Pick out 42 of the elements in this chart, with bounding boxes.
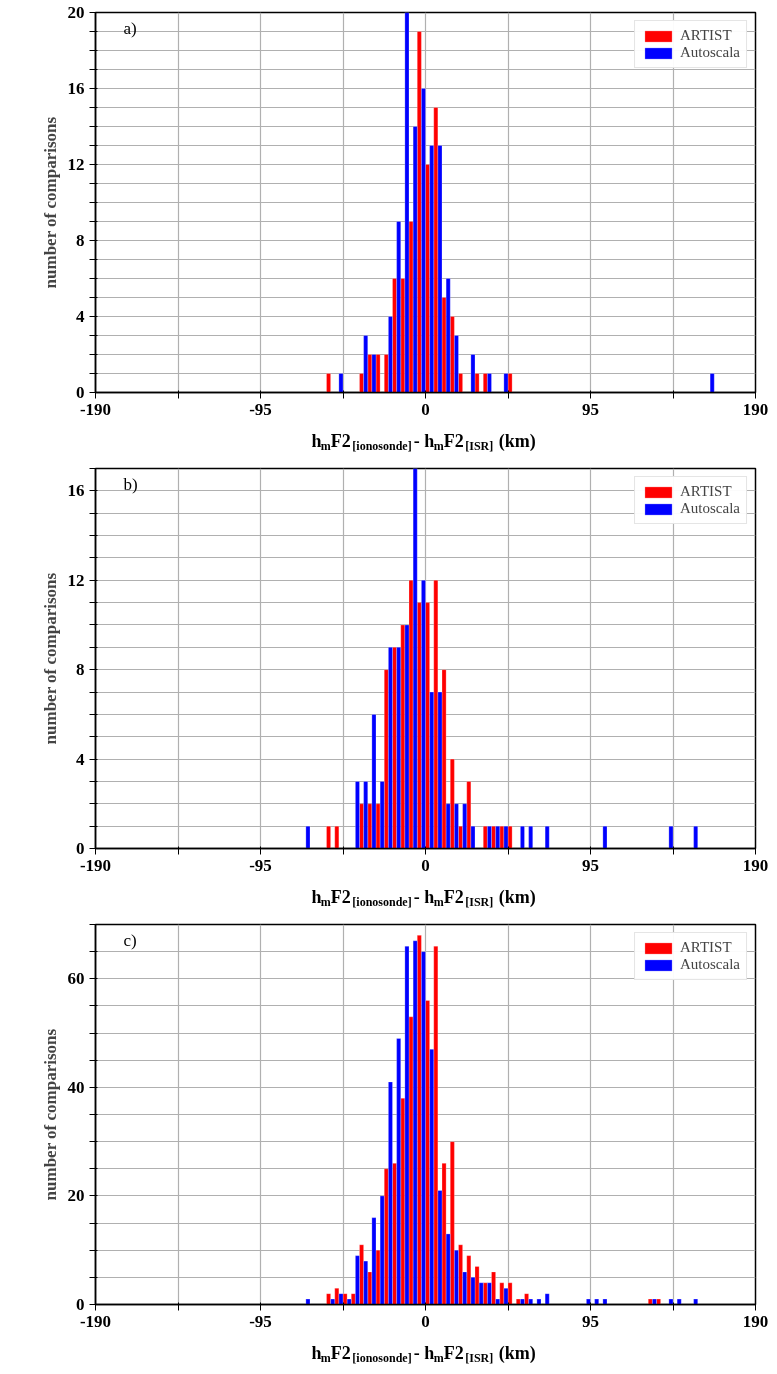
y-tick-label: 12 — [67, 570, 85, 590]
y-tick-label: 4 — [76, 307, 85, 326]
x-tick-label: 95 — [582, 399, 599, 419]
x-tick-label: 0 — [421, 399, 430, 419]
annotation: a) — [123, 18, 137, 38]
legend-label: Autoscala — [680, 956, 740, 973]
legend-label: Autoscala — [680, 44, 740, 61]
y-tick-label: 0 — [76, 1295, 85, 1314]
x-tick-label: -190 — [79, 399, 112, 419]
x-tick-label: 95 — [582, 1311, 599, 1331]
y-tick-label: 16 — [67, 79, 85, 98]
annotation: b) — [123, 474, 138, 494]
x-tick-label: 190 — [742, 399, 769, 419]
x-tick-label: 95 — [582, 855, 599, 875]
y-tick-label: 8 — [76, 231, 85, 250]
x-tick-label: -95 — [249, 399, 272, 419]
legend-label: ARTIST — [680, 939, 732, 956]
legend-label: ARTIST — [680, 27, 732, 44]
x-tick-label: -95 — [249, 855, 272, 875]
annotation: c) — [123, 930, 137, 950]
legend-label: ARTIST — [680, 483, 732, 500]
y-tick-label: 40 — [67, 1077, 85, 1097]
y-tick-label: 12 — [67, 155, 85, 174]
y-axis-title: number of comparisons — [40, 1028, 60, 1201]
x-tick-label: -95 — [249, 1311, 272, 1331]
x-tick-label: 190 — [742, 1311, 769, 1331]
y-tick-label: 4 — [76, 749, 85, 769]
y-tick-label: 20 — [67, 3, 85, 22]
y-axis-title: number of comparisons — [40, 572, 60, 745]
x-tick-label: 0 — [421, 855, 430, 875]
x-tick-label: 190 — [742, 855, 769, 875]
x-tick-label: -190 — [79, 1311, 112, 1331]
legend-label: Autoscala — [680, 500, 740, 517]
y-tick-label: 0 — [76, 839, 85, 858]
y-axis-title: number of comparisons — [40, 116, 60, 289]
x-tick-label: -190 — [79, 855, 112, 875]
y-tick-label: 20 — [67, 1186, 85, 1206]
y-tick-label: 8 — [76, 660, 85, 680]
y-tick-label: 60 — [67, 969, 85, 989]
y-tick-label: 16 — [67, 481, 85, 501]
y-tick-label: 0 — [76, 383, 85, 402]
x-tick-label: 0 — [421, 1311, 430, 1331]
